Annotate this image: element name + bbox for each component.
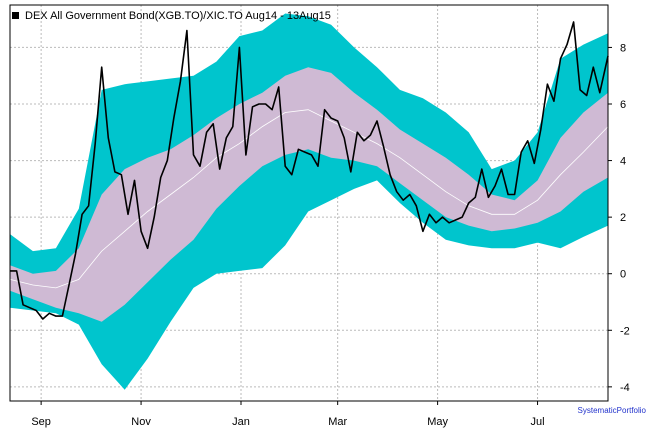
chart-title: DEX All Government Bond(XGB.TO)/XIC.TO A…	[25, 10, 331, 22]
y-tick-label-2: 0	[620, 269, 626, 281]
x-tick-label-4: May	[427, 416, 448, 428]
y-tick-label-5: 6	[620, 99, 626, 111]
legend: DEX All Government Bond(XGB.TO)/XIC.TO A…	[12, 10, 331, 22]
x-tick-label-3: Mar	[328, 416, 347, 428]
series-line-0	[10, 21, 609, 320]
x-axis: Sep Nov Jan Mar May Jul	[31, 401, 545, 428]
x-tick-label-0: Sep	[31, 416, 51, 428]
x-tick-label-1: Nov	[131, 416, 151, 428]
y-axis: -4 -2 0 2 4 6 8	[608, 42, 630, 394]
x-tick-label-2: Jan	[232, 416, 250, 428]
y-tick-label-6: 8	[620, 42, 626, 54]
bands	[9, 13, 609, 390]
legend-swatch	[12, 12, 19, 19]
x-tick-label-5: Jul	[531, 416, 545, 428]
outer-band	[10, 13, 608, 390]
y-tick-label-1: -2	[620, 325, 630, 337]
watermark: SystematicPortfolio	[578, 406, 647, 415]
y-tick-label-4: 4	[620, 156, 626, 168]
series-lines	[10, 21, 609, 320]
plot-frame	[9, 4, 609, 402]
mean-line	[9, 109, 609, 289]
y-tick-label-3: 2	[620, 212, 626, 224]
y-tick-label-0: -4	[620, 382, 630, 394]
inner-band	[10, 67, 608, 322]
